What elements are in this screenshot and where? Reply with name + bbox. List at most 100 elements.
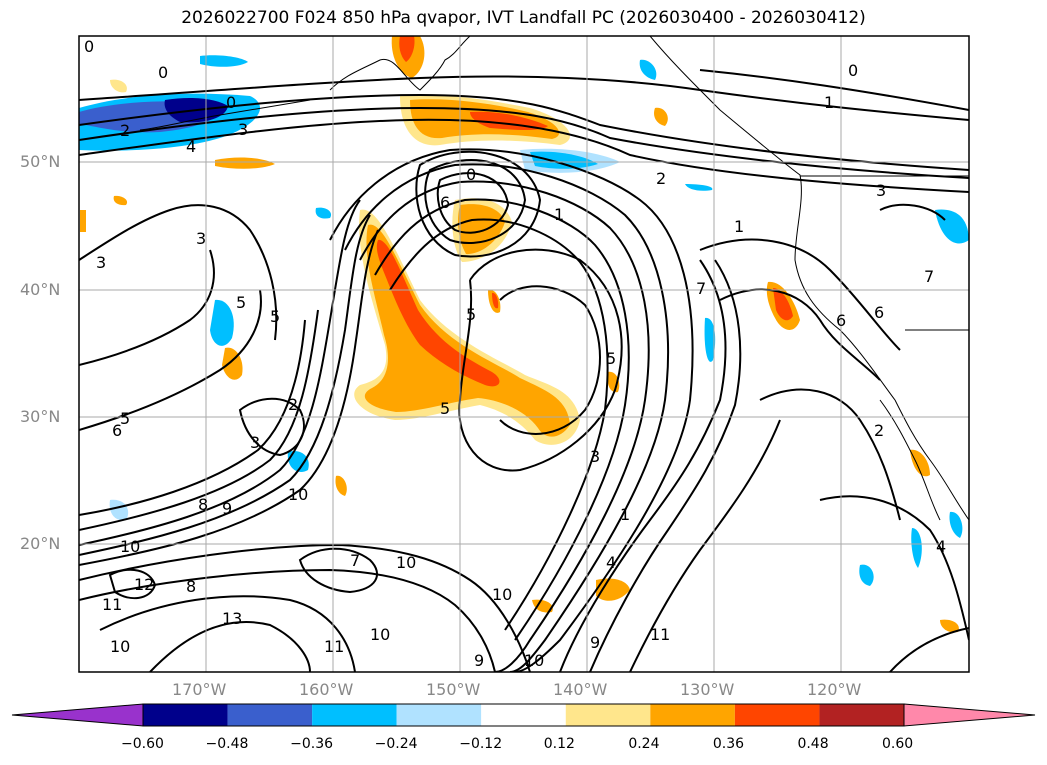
colorbar-cell (819, 704, 904, 726)
contour-line (329, 148, 694, 672)
colorbar-cells (143, 704, 904, 726)
contour-label: 1 (824, 93, 834, 112)
lon-label: 140°W (553, 680, 608, 699)
colorbar-tick-label: 0.60 (882, 736, 914, 752)
negative-anomaly-region (949, 511, 963, 538)
positive-anomaly-region (458, 204, 505, 255)
contour-label: 11 (102, 595, 122, 614)
contour-line (79, 249, 215, 366)
contour-label: 5 (236, 293, 246, 312)
aleutian-islands (139, 99, 311, 131)
positive-anomaly-region (470, 111, 548, 130)
colorbar-tick-label: −0.24 (374, 736, 418, 752)
contour-label: 10 (110, 637, 130, 656)
colorbar-extend-right (903, 703, 1036, 727)
contour-label: 9 (474, 651, 484, 670)
positive-anomaly-region (364, 224, 570, 437)
contour-line (79, 309, 319, 531)
colorbar-cell (143, 704, 228, 726)
contour-label: 6 (836, 311, 846, 330)
contour-label: 4 (186, 137, 196, 156)
lat-label: 50°N (20, 152, 61, 171)
contour-label: 7 (696, 279, 706, 298)
contour-labels: 0 0 0 0 0 1 1 1 1 2 2 2 2 3 3 3 3 3 3 4 … (84, 37, 946, 670)
positive-anomaly-region (110, 79, 127, 93)
contour-line (79, 118, 969, 193)
contour-line (389, 218, 609, 631)
contour-line (344, 163, 670, 672)
positive-anomaly-region (654, 107, 668, 126)
contour-line (699, 69, 969, 111)
positive-anomaly-region (80, 210, 86, 232)
contour-line (879, 203, 946, 221)
plot-frame (78, 35, 970, 673)
colorbar-cell (734, 704, 820, 726)
negative-anomaly-region (200, 55, 248, 67)
lat-label: 40°N (20, 280, 61, 299)
contour-line (889, 627, 969, 672)
contour-label: 0 (466, 165, 476, 184)
contour-label: 6 (874, 303, 884, 322)
contour-label: 6 (112, 421, 122, 440)
contour-label: 3 (238, 120, 248, 139)
negative-anomaly-region (911, 528, 922, 568)
positive-anomaly-region (399, 36, 415, 62)
negative-anomaly-region (287, 450, 309, 472)
contour-label: 5 (440, 399, 450, 418)
contour-label: 9 (222, 499, 232, 518)
chart-title: 2026022700 F024 850 hPa qvapor, IVT Land… (181, 8, 866, 28)
contour-label: 2 (874, 421, 884, 440)
contour-line (79, 204, 278, 341)
colorbar-tick-label: −0.12 (459, 736, 503, 752)
contour-label: 11 (650, 625, 670, 644)
contour-label: 4 (936, 537, 946, 556)
contour-line (458, 248, 623, 472)
positive-anomaly-region (940, 619, 959, 633)
contour-label: 1 (554, 205, 564, 224)
contour-label: 3 (250, 433, 260, 452)
contour-line (298, 547, 379, 594)
contour-line (79, 229, 379, 566)
contour-line (79, 93, 969, 171)
contour-label: 2 (656, 169, 666, 188)
colorbar-cell (565, 704, 651, 726)
contour-line (79, 75, 969, 121)
colorbar-frame (142, 703, 905, 727)
gridlines (79, 36, 969, 672)
positive-anomaly-region (215, 157, 275, 169)
coastline (139, 36, 969, 521)
contour-label: 9 (590, 633, 600, 652)
contour-line (79, 199, 361, 546)
positive-anomaly-region (335, 475, 347, 496)
lon-label: 170°W (172, 680, 227, 699)
contour-line (759, 388, 901, 521)
colorbar-cell (650, 704, 735, 726)
colorbar-tick-label: 0.12 (543, 736, 575, 752)
contour-label: 0 (84, 37, 94, 56)
contour-label: 7 (350, 551, 360, 570)
contour-label: 2 (288, 395, 298, 414)
contour-line (819, 495, 969, 641)
positive-anomaly-region (910, 449, 930, 477)
contour-label: 6 (440, 193, 450, 212)
contour-label: 11 (324, 637, 344, 656)
contour-label: 1 (734, 217, 744, 236)
contour-line (719, 288, 881, 381)
lon-label: 130°W (680, 680, 735, 699)
negative-anomaly-region (530, 151, 598, 169)
contour-label: 10 (120, 537, 140, 556)
positive-anomaly-region (532, 599, 553, 613)
colorbar-cell (227, 704, 313, 726)
contour-label: 3 (196, 229, 206, 248)
colorbar-cell (312, 704, 397, 726)
positive-anomaly-region (596, 578, 630, 601)
positive-anomaly-region (773, 288, 793, 321)
colorbar (11, 703, 1036, 727)
contour-line (589, 259, 742, 672)
contour-label: 10 (524, 651, 544, 670)
contour-label: 10 (492, 585, 512, 604)
contour-label: 3 (876, 181, 886, 200)
colorbar-extend-left (11, 703, 144, 727)
contour-label: 0 (226, 93, 236, 112)
